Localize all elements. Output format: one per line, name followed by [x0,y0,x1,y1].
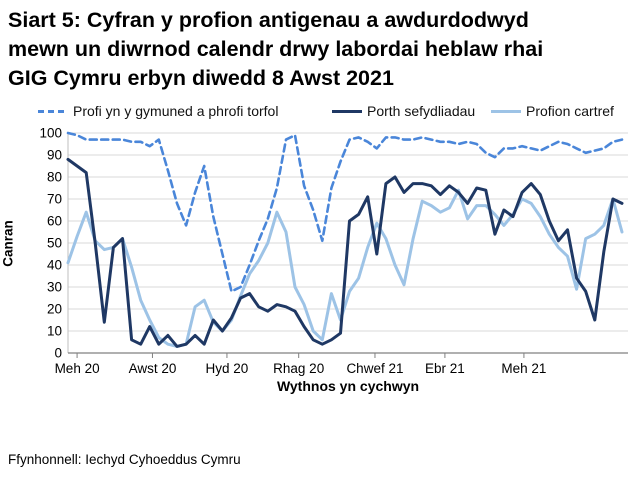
x-axis-title: Wythnos yn cychwyn [276,378,420,394]
series-line-home [66,188,624,348]
dark-line-swatch-icon [332,109,362,113]
x-tick-label-6: Meh 21 [501,361,546,376]
y-tick-label-20: 20 [47,302,62,317]
y-tick-label-80: 80 [47,170,62,185]
x-tick-label-4: Chwef 21 [346,361,403,376]
y-tick-label-40: 40 [47,258,62,273]
source-note: Ffynhonnell: Iechyd Cyhoeddus Cymru [8,452,241,467]
x-tick-label-0: Meh 20 [55,361,100,376]
legend-item-community: Profi yn y gymuned a phrofi torfol [38,103,278,119]
y-tick-label-10: 10 [47,324,62,339]
legend-item-portal: Porth sefydliadau [332,103,475,119]
legend-label-community: Profi yn y gymuned a phrofi torfol [73,103,279,119]
chart-title-line-3: GIG Cymru erbyn diwedd 8 Awst 2021 [8,66,394,90]
y-tick-label-50: 50 [47,236,62,251]
chart-title-line-1: Siart 5: Cyfran y profion antigenau a aw… [8,8,529,32]
legend: Profi yn y gymuned a phrofi torfol Porth… [0,103,636,121]
legend-item-home: Profion cartref [491,103,614,119]
legend-label-portal: Porth sefydliadau [367,103,476,119]
y-tick-label-70: 70 [47,192,62,207]
y-tick-label-100: 100 [39,126,62,141]
chart-title-line-2: mewn un diwrnod calendr drwy labordai he… [8,37,544,61]
dashed-line-swatch-icon [38,109,68,113]
y-axis-title: Canran [0,220,16,267]
y-tick-label-30: 30 [47,280,62,295]
x-tick-label-5: Ebr 21 [425,361,465,376]
chart-title: Siart 5: Cyfran y profion antigenau a aw… [8,6,634,93]
series-line-portal [66,157,624,348]
light-line-swatch-icon [491,109,521,113]
x-tick-label-3: Rhag 20 [273,361,324,376]
x-tick-label-2: Hyd 20 [206,361,249,376]
legend-label-home: Profion cartref [526,103,614,119]
y-tick-label-0: 0 [54,346,62,361]
series-line-community [66,131,624,293]
y-tick-label-90: 90 [47,148,62,163]
y-tick-label-60: 60 [47,214,62,229]
x-tick-label-1: Awst 20 [129,361,177,376]
